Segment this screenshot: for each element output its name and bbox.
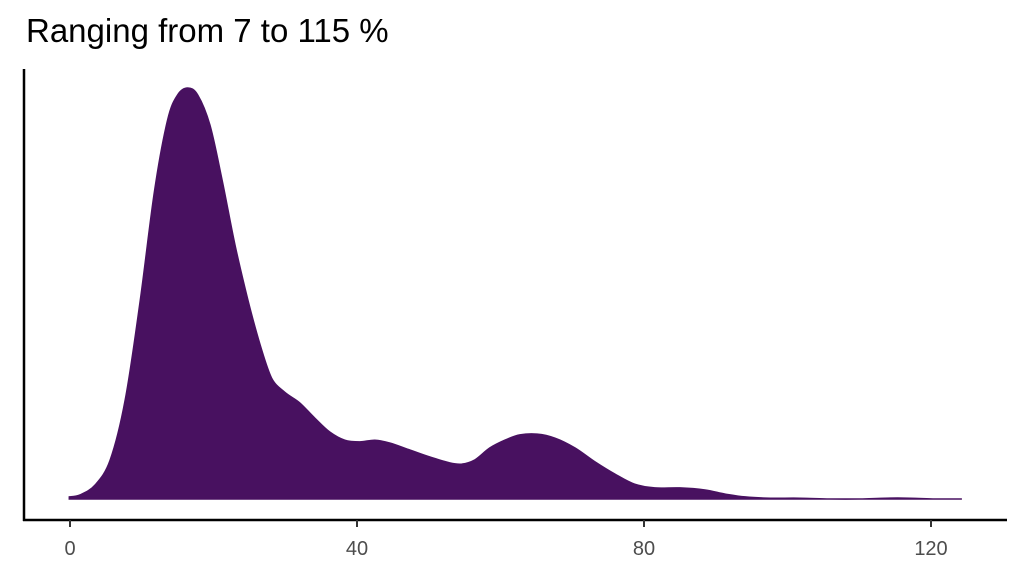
x-tick-label: 0 [64, 538, 75, 560]
x-axis-ticks: 0 40 80 120 [64, 520, 948, 560]
x-tick-label: 80 [633, 538, 655, 560]
x-tick-label: 120 [914, 538, 947, 560]
x-tick-label: 40 [346, 538, 368, 560]
chart-title: Ranging from 7 to 115 % [26, 12, 389, 49]
plot-area [68, 87, 962, 500]
density-area [68, 87, 962, 500]
